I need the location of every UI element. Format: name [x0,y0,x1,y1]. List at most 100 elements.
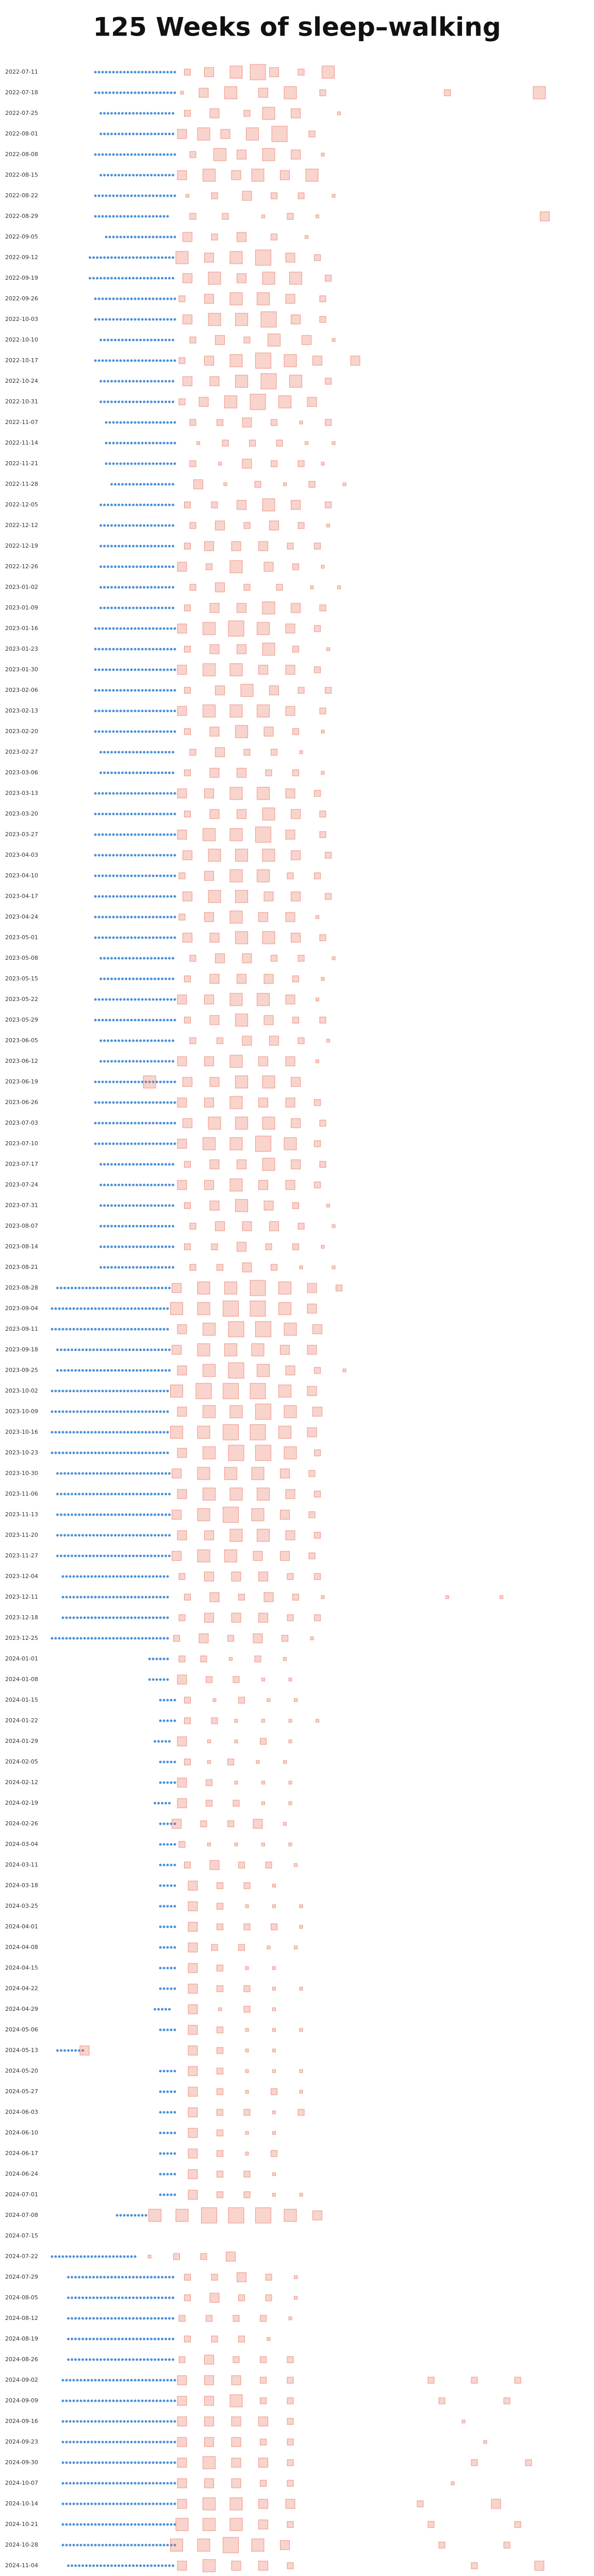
row-label: 2023-01-09 [5,604,38,611]
event-square [267,1945,271,1950]
event-square [319,1120,326,1127]
event-square [217,1882,223,1889]
event-square [285,1180,295,1190]
event-square [271,955,277,962]
event-square [204,2354,214,2365]
event-square [209,809,220,819]
row-label: 2024-05-20 [5,2067,38,2074]
event-square [209,933,220,943]
row-label: 2023-07-31 [5,1202,38,1209]
event-square [284,354,297,367]
event-square [209,376,220,386]
row-label: 2024-10-21 [5,2521,38,2528]
event-square [261,214,265,218]
event-square [350,355,360,366]
row-label: 2023-07-10 [5,1140,38,1147]
event-square [204,2437,214,2447]
event-square [258,541,268,551]
event-square [280,1510,290,1520]
event-square [209,726,220,737]
event-square [285,1097,295,1108]
event-square [237,974,246,984]
event-square [245,2028,249,2032]
event-square [291,149,301,160]
event-square [206,1779,212,1786]
event-square [294,1945,298,1950]
event-square [177,2416,187,2427]
event-square [184,2274,191,2281]
event-square [227,1820,234,1827]
event-square [184,1861,191,1869]
event-square [245,2090,249,2094]
event-square [197,1549,210,1563]
row-label: 2023-04-03 [5,852,38,858]
row-label: 2024-03-11 [5,1861,38,1868]
event-square [231,541,241,551]
row-label: 2024-02-12 [5,1779,38,1786]
event-square [272,1904,276,1908]
row-label: 2023-04-10 [5,872,38,879]
event-square [224,1281,237,1295]
event-square [229,787,243,800]
event-square [263,1592,274,1602]
event-square [307,397,317,407]
event-square [227,1635,234,1642]
event-square [280,170,290,180]
event-square [184,769,191,776]
event-square [314,625,321,632]
row-label: 2024-06-17 [5,2150,38,2157]
event-square [287,2562,294,2569]
event-square [260,2377,267,2384]
event-square [203,1487,216,1501]
row-label: 2024-06-10 [5,2129,38,2136]
row-label: 2022-09-05 [5,233,38,240]
row-label: 2023-10-02 [5,1387,38,1394]
event-square [284,1405,297,1418]
event-square [229,869,243,883]
event-square [284,86,297,99]
event-square [265,1243,272,1250]
event-square [204,1097,214,1108]
event-square [178,1614,186,1621]
event-square [321,730,325,734]
row-label: 2022-10-17 [5,357,38,364]
event-square [209,1200,220,1211]
event-square [325,275,332,282]
row-label: 2023-07-17 [5,1161,38,1167]
event-square [250,64,266,80]
event-square [299,2028,303,2032]
event-square [229,2394,243,2408]
event-square [147,2255,152,2259]
event-square [178,2315,186,2322]
event-square [217,1923,223,1930]
event-square [427,2377,435,2384]
event-square [227,1758,234,1766]
event-square [188,2025,198,2035]
event-square [255,249,271,266]
event-square [237,149,246,160]
event-square [292,1016,299,1024]
event-square [260,2397,267,2404]
event-square [189,584,196,591]
row-label: 2023-06-26 [5,1099,38,1106]
event-square [217,2129,223,2137]
event-square [238,2335,245,2343]
event-square [305,441,308,445]
event-square [262,849,275,862]
event-square [285,788,295,799]
row-label: 2023-11-20 [5,1532,38,1538]
event-square [235,1013,248,1027]
event-square [283,482,287,486]
event-square [299,420,303,425]
row-label: 2023-12-25 [5,1635,38,1641]
event-square [188,2066,198,2076]
event-square [321,1245,325,1249]
event-square [177,1365,187,1376]
event-square [257,704,270,718]
event-square [235,849,248,862]
event-square [262,931,275,944]
event-square [256,1760,260,1764]
event-square [211,1243,218,1250]
event-square [250,1383,266,1399]
event-square [325,378,332,385]
